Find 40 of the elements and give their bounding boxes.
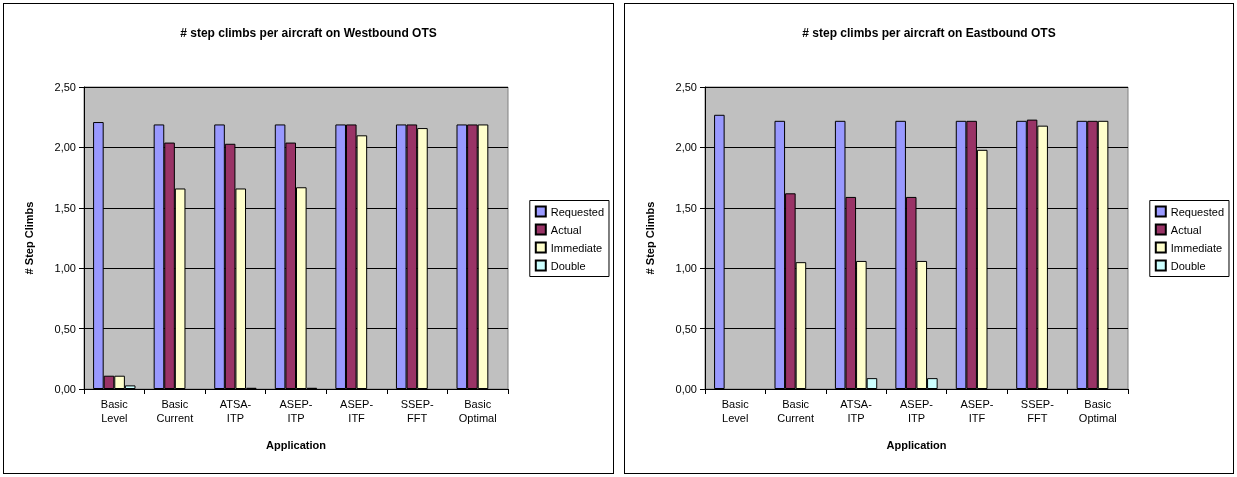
y-tick-label: 2,50: [675, 81, 697, 93]
y-tick-label: 1,00: [54, 262, 76, 275]
legend-label: Immediate: [550, 241, 603, 254]
y-tick-label: 2,00: [54, 141, 76, 154]
y-tick-label: 0,50: [54, 322, 76, 335]
x-tick-label: Basic Current: [777, 398, 814, 424]
x-tick-label: SSEP- FFT: [1020, 398, 1055, 424]
x-tick-label: ATSA- ITP: [219, 398, 252, 424]
x-tick-label: ASEP- ITF: [960, 398, 994, 424]
x-tick-label: SSEP- FFT: [400, 398, 434, 424]
y-tick-label: 1,50: [675, 201, 697, 214]
legend-label: Double: [550, 259, 586, 272]
x-tick-label: Basic Optimal: [458, 398, 497, 424]
y-tick-label: 1,50: [54, 201, 76, 214]
legend-label: Double: [1170, 259, 1206, 272]
x-tick-label: ASEP- ITF: [340, 398, 374, 424]
chart-title: # step climbs per aircraft on Eastbound OTS: [802, 26, 1056, 40]
y-tick-label: 1,00: [675, 262, 697, 275]
chart-title: # step climbs per aircraft on Westbound OTS: [180, 26, 437, 40]
x-tick-label: Basic Optimal: [1078, 398, 1117, 424]
y-tick-label: 0,00: [54, 383, 76, 395]
x-axis-title: Application: [886, 438, 947, 451]
legend-label: Immediate: [1170, 241, 1223, 254]
x-axis-title: Application: [266, 438, 327, 451]
legend-label: Actual: [1170, 223, 1202, 236]
legend-label: Requested: [550, 205, 605, 218]
y-tick-label: 2,00: [675, 141, 697, 154]
x-tick-label: ASEP- ITP: [899, 398, 934, 424]
x-tick-label: ATSA- ITP: [840, 398, 873, 424]
legend-label: Actual: [550, 223, 582, 236]
y-axis-title: # Step Climbs: [643, 201, 656, 275]
y-axis-title: # Step Climbs: [22, 201, 35, 275]
legend-label: Requested: [1170, 205, 1225, 218]
y-tick-label: 2,50: [54, 81, 76, 93]
y-tick-label: 0,50: [675, 322, 697, 335]
x-tick-label: ASEP- ITP: [279, 398, 313, 424]
x-tick-label: Basic Current: [156, 398, 194, 424]
x-tick-label: Basic Level: [100, 398, 129, 424]
y-tick-label: 0,00: [675, 383, 697, 395]
x-tick-label: Basic Level: [721, 398, 750, 424]
